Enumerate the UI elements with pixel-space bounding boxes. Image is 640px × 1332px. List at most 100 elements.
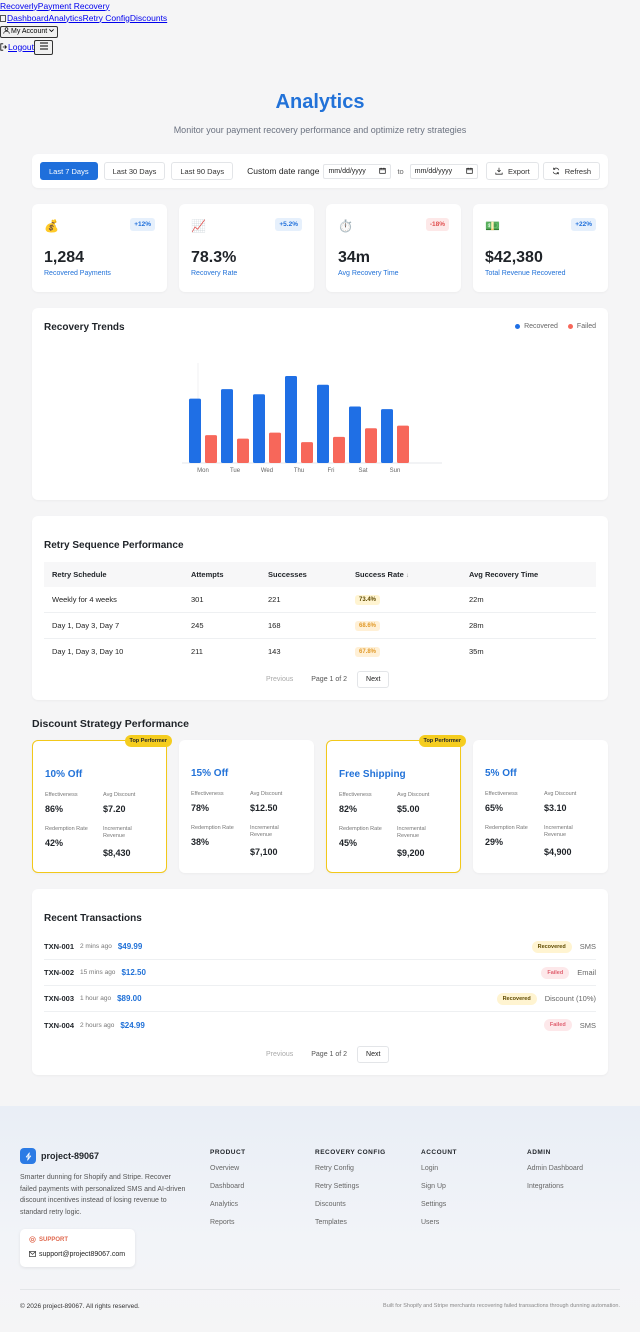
avg-discount-label: Avg Discount — [103, 792, 136, 798]
bar-recovered-mon[interactable] — [189, 398, 201, 463]
cell-attempts: 301 — [183, 587, 260, 613]
col-attempts[interactable]: Attempts — [183, 562, 260, 587]
support-heading: SUPPORT — [29, 1236, 126, 1243]
footer-column-heading: ADMIN — [527, 1149, 551, 1156]
bar-recovered-sat[interactable] — [349, 406, 361, 463]
transaction-row[interactable]: TXN-001 2 mins ago $49.99 Recovered SMS — [44, 934, 596, 960]
download-icon — [495, 167, 503, 175]
cell-attempts: 245 — [183, 612, 260, 639]
next-button[interactable]: Next — [357, 671, 390, 688]
discount-card-free-shipping[interactable]: Top Performer Free Shipping Effectivenes… — [326, 735, 466, 873]
footer-link[interactable]: Overview — [210, 1165, 240, 1173]
stopwatch-icon: ⏱️ — [338, 219, 353, 233]
status-badge: Failed — [543, 1019, 572, 1031]
nav-retry-config[interactable]: Retry Config — [82, 12, 130, 23]
col-avg-recovery-time[interactable]: Avg Recovery Time — [461, 562, 596, 587]
bar-failed-fri[interactable] — [333, 436, 345, 463]
discount-name: Free Shipping — [339, 769, 406, 780]
footer-link[interactable]: Retry Settings — [315, 1183, 359, 1191]
bar-failed-thu[interactable] — [301, 442, 313, 463]
transaction-time: 1 hour ago — [80, 995, 112, 1002]
discount-card-10-off[interactable]: Top Performer 10% Off Effectiveness 86% … — [32, 735, 172, 873]
success-rate-badge: 73.4% — [355, 595, 381, 605]
bar-recovered-sun[interactable] — [381, 409, 393, 463]
footer-link[interactable]: Analytics — [210, 1200, 239, 1208]
stat-value: 1,284 — [44, 249, 85, 266]
previous-button[interactable]: Previous — [266, 676, 294, 683]
range-30-days-button[interactable]: Last 30 Days — [103, 162, 166, 180]
top-performer-badge: Top Performer — [418, 735, 466, 747]
transaction-id: TXN-002 — [44, 968, 75, 977]
footer-link[interactable]: Discounts — [315, 1200, 346, 1208]
footer-link[interactable]: Dashboard — [210, 1183, 245, 1191]
nav-dashboard[interactable]: Dashboard — [7, 12, 49, 23]
footer-link[interactable]: Login — [421, 1165, 439, 1173]
avg-discount-value: $12.50 — [250, 803, 278, 813]
bar-recovered-wed[interactable] — [253, 394, 265, 463]
export-button[interactable]: Export — [486, 162, 539, 180]
my-account-button[interactable]: My Account — [0, 25, 59, 38]
bar-recovered-tue[interactable] — [221, 389, 233, 463]
bar-failed-wed[interactable] — [269, 432, 281, 463]
stat-label: Recovery Rate — [191, 270, 238, 277]
footer-link[interactable]: Retry Config — [315, 1165, 354, 1173]
bar-failed-sat[interactable] — [365, 428, 377, 463]
logout-link[interactable]: Logout — [8, 41, 34, 52]
footer-link[interactable]: Integrations — [527, 1183, 564, 1191]
stat-card-avg-recovery-time: ⏱️ -18% 34m Avg Recovery Time — [326, 204, 461, 292]
range-7-days-button[interactable]: Last 7 Days — [40, 162, 98, 180]
nav-discounts[interactable]: Discounts — [129, 12, 168, 23]
footer-link[interactable]: Templates — [315, 1218, 347, 1226]
support-email[interactable]: support@project89067.com — [29, 1251, 126, 1258]
bar-recovered-thu[interactable] — [285, 376, 297, 463]
table-row: Weekly for 4 weeks 301 221 73.4% 22m — [44, 587, 596, 613]
bar-failed-tue[interactable] — [237, 438, 249, 463]
bar-failed-mon[interactable] — [205, 435, 217, 463]
transaction-row[interactable]: TXN-004 2 hours ago $24.99 Failed SMS — [44, 1012, 596, 1038]
brand-sub-link[interactable]: Payment Recovery — [37, 0, 110, 11]
export-label: Export — [508, 166, 530, 176]
page-title: Analytics — [275, 91, 365, 113]
col-successes[interactable]: Successes — [260, 562, 347, 587]
footer-link[interactable]: Users — [421, 1218, 440, 1226]
start-date-input[interactable]: mm/dd/yyyy — [323, 163, 392, 179]
footer-link[interactable]: Reports — [210, 1218, 235, 1226]
brand-link[interactable]: Recoverly — [0, 0, 38, 11]
x-tick-label: Fri — [328, 468, 335, 474]
incremental-value: $8,430 — [103, 848, 131, 858]
end-date-placeholder: mm/dd/yyyy — [414, 167, 453, 175]
hamburger-menu-button[interactable] — [34, 39, 53, 55]
discount-card-15-off[interactable]: 15% Off Effectiveness 78% Avg Discount $… — [179, 740, 314, 873]
stat-delta: +22% — [571, 218, 596, 231]
footer-link[interactable]: Sign Up — [421, 1183, 446, 1191]
incremental-value: $4,900 — [544, 847, 572, 857]
footer-brand[interactable]: project-89067 — [20, 1148, 99, 1164]
refresh-button[interactable]: Refresh — [542, 162, 600, 180]
legend-failed: Failed — [567, 323, 596, 330]
transaction-row[interactable]: TXN-003 1 hour ago $89.00 Recovered Disc… — [44, 986, 596, 1012]
bar-recovered-fri[interactable] — [317, 384, 329, 463]
avg-discount-label: Avg Discount — [397, 792, 430, 798]
incremental-value: $9,200 — [397, 848, 425, 858]
range-90-days-button[interactable]: Last 90 Days — [171, 162, 234, 180]
chart-legend: Recovered Failed — [515, 323, 596, 330]
logout-icon — [0, 43, 8, 51]
x-tick-label: Sat — [358, 468, 367, 474]
next-button[interactable]: Next — [357, 1046, 390, 1063]
my-account-label: My Account — [11, 28, 48, 35]
col-success-rate[interactable]: Success Rate ↓ — [347, 562, 461, 587]
previous-button[interactable]: Previous — [266, 1051, 294, 1058]
footer-link[interactable]: Settings — [421, 1200, 447, 1208]
discount-strategy-title: Discount Strategy Performance — [32, 718, 189, 730]
stat-delta: +5.2% — [275, 218, 302, 231]
end-date-input[interactable]: mm/dd/yyyy — [409, 163, 478, 179]
discount-card-5-off[interactable]: 5% Off Effectiveness 65% Avg Discount $3… — [473, 740, 608, 873]
footer-column-admin: ADMIN Admin Dashboard Integrations — [527, 1149, 583, 1192]
bar-failed-sun[interactable] — [397, 425, 409, 463]
effectiveness-value: 78% — [191, 803, 210, 813]
nav-analytics[interactable]: Analytics — [48, 12, 83, 23]
footer-link[interactable]: Admin Dashboard — [527, 1165, 584, 1173]
transaction-row[interactable]: TXN-002 15 mins ago $12.50 Failed Email — [44, 960, 596, 986]
recovery-trends-title: Recovery Trends — [44, 322, 125, 333]
col-retry-schedule[interactable]: Retry Schedule — [44, 562, 183, 587]
